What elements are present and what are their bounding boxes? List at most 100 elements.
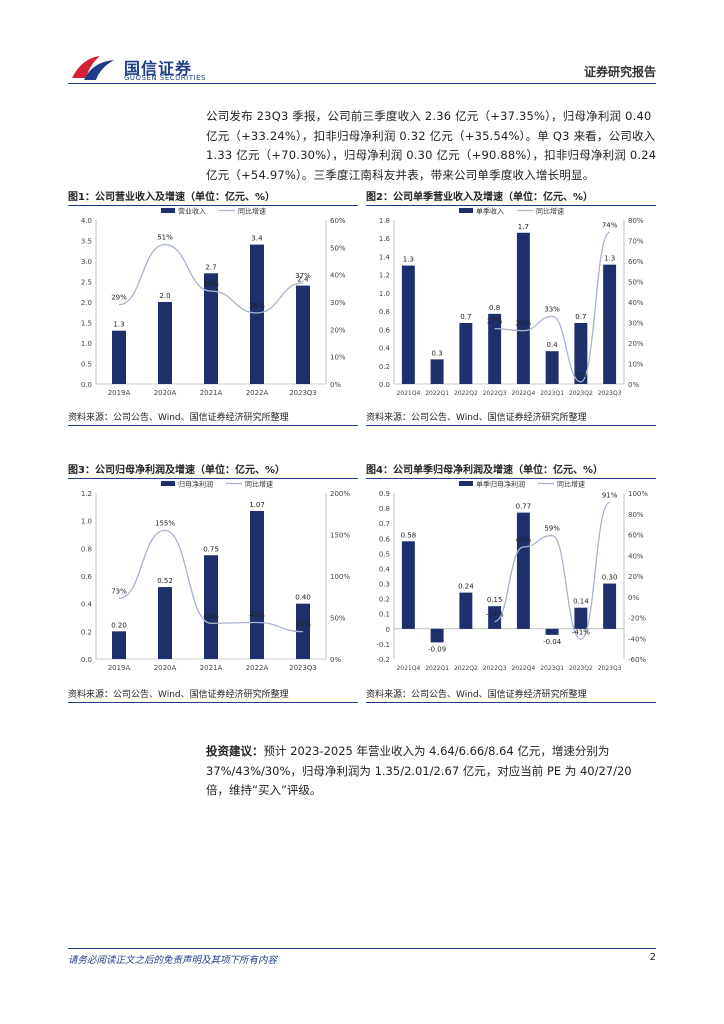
left-tick-label: 1.0 (81, 518, 92, 526)
bar-value-label: 0.58 (401, 531, 417, 539)
growth-value-label: 155% (155, 519, 175, 527)
x-tick-label: 2021Q4 (396, 390, 420, 397)
left-tick-label: 1.2 (379, 272, 390, 280)
bar (574, 607, 588, 629)
bar-value-label: 0.7 (460, 313, 471, 321)
x-tick-label: 2021Q4 (396, 665, 420, 672)
bar-value-label: 1.07 (249, 501, 265, 509)
left-tick-label: 0.4 (379, 345, 391, 353)
right-tick-label: 30% (330, 299, 346, 307)
bar-value-label: 1.3 (403, 256, 414, 264)
legend-bar-label: 单季归母净利润 (476, 480, 525, 489)
bar (574, 322, 588, 384)
figure-3: 图3：公司归母净利润及增速（单位：亿元、%） 0.0 0.2 0.4 0.6 0.8 1.… (68, 461, 358, 705)
right-tick-label: 20% (628, 340, 644, 348)
figure-bottom-divider (68, 702, 358, 703)
company-name-cn: 国信证券 (124, 59, 193, 78)
header-divider (68, 83, 656, 84)
bar-value-label: 2.4 (297, 276, 309, 284)
growth-value-label: 1% (575, 371, 586, 379)
x-tick-label: 2022A (246, 389, 269, 397)
legend-bar-label: 单季收入 (476, 207, 504, 216)
legend-line-label: 同比增速 (536, 207, 564, 216)
left-tick-label: 0.5 (379, 550, 390, 558)
right-tick-label: -40% (628, 635, 646, 643)
bar (603, 583, 617, 629)
bar (459, 322, 473, 384)
left-tick-label: 0.4 (379, 565, 391, 573)
disclaimer-note: 请务必阅读正文之后的免责声明及其项下所有内容 (68, 955, 278, 966)
growth-value-label: 26% (249, 302, 265, 310)
growth-value-label: 29% (111, 294, 127, 302)
x-tick-label: 2023Q1 (540, 390, 564, 397)
bar-value-label: 0.52 (157, 577, 173, 585)
bar-value-label: 2.7 (205, 263, 216, 271)
bar-value-label: 3.4 (251, 235, 263, 243)
bar-value-label: 0.14 (573, 598, 589, 606)
left-tick-label: 0.2 (379, 596, 390, 604)
legend-bar-swatch (459, 481, 473, 486)
bar (459, 592, 473, 629)
bar-value-label: 1.3 (604, 255, 615, 263)
left-tick-label: 0.7 (379, 520, 390, 528)
left-tick-label: 0.6 (379, 535, 391, 543)
bar (516, 512, 530, 629)
bar (603, 264, 617, 384)
bar-value-label: 0.40 (295, 594, 311, 602)
bar (488, 606, 502, 629)
guosen-logo-icon (72, 56, 114, 80)
left-tick-label: 1.6 (379, 235, 391, 243)
left-tick-label: -0.1 (376, 641, 390, 649)
advice-text: 预计 2023-2025 年营业收入为 4.64/6.66/8.64 亿元，增速… (206, 744, 632, 797)
left-tick-label: 0.2 (81, 628, 92, 636)
x-tick-label: 2022Q2 (454, 390, 478, 397)
left-tick-label: 2.5 (81, 279, 92, 287)
legend-line-label: 同比增速 (557, 480, 585, 489)
right-tick-label: 60% (628, 258, 644, 266)
bar (401, 541, 415, 629)
right-tick-label: 150% (330, 532, 350, 540)
left-tick-label: 1.0 (379, 290, 390, 298)
left-tick-label: 0.5 (81, 361, 92, 369)
bar-value-label: 0.7 (575, 313, 586, 321)
right-tick-label: 60% (330, 217, 346, 225)
chart-quarterly-revenue: 0.0 0.2 0.4 0.6 0.8 1.0 1.2 1.4 1.6 1.8 0% 10% 20% 30… (379, 207, 644, 398)
growth-value-label: 33% (295, 621, 311, 629)
x-tick-label: 2023Q3 (598, 665, 622, 672)
right-tick-label: 50% (628, 279, 644, 287)
legend-bar-label: 归母净利润 (178, 480, 213, 489)
bar-value-label: 1.7 (518, 223, 529, 231)
bar (430, 359, 444, 384)
bar (158, 587, 172, 659)
figure-source: 资料来源：公司公告、Wind、国信证券经济研究所整理 (68, 413, 289, 423)
bar (488, 313, 502, 384)
investment-advice: 投资建议：预计 2023-2025 年营业收入为 4.64/6.66/8.64 … (206, 742, 658, 801)
left-tick-label: 0.0 (81, 656, 92, 664)
growth-value-label: 43% (203, 612, 219, 620)
right-tick-label: 80% (628, 511, 644, 519)
left-tick-label: 0.6 (81, 573, 93, 581)
x-tick-label: 2023Q2 (569, 390, 593, 397)
left-tick-label: 1.2 (81, 490, 92, 498)
growth-value-label: 44% (249, 611, 265, 619)
growth-value-label: 91% (602, 491, 618, 499)
x-tick-label: 2022Q1 (425, 665, 449, 672)
bar (112, 631, 126, 659)
bar-value-label: 0.4 (547, 341, 559, 349)
growth-value-label: 37% (295, 272, 311, 280)
bar (204, 273, 218, 384)
bar (296, 285, 310, 384)
bar-value-label: 2.0 (159, 292, 170, 300)
bar (204, 555, 218, 659)
bar-value-label: 0.30 (602, 574, 618, 582)
right-tick-label: 20% (628, 573, 644, 581)
x-tick-label: 2022Q1 (425, 390, 449, 397)
chart-quarterly-net-profit: -0.2 -0.1 0 0.1 0.2 0.3 0.4 0.5 0.6 0.7 0.8 0.9 -60%… (376, 480, 648, 673)
right-tick-label: 60% (628, 532, 644, 540)
left-tick-label: 0.8 (379, 308, 390, 316)
bar (401, 265, 415, 384)
left-tick-label: 2.0 (81, 299, 92, 307)
growth-value-label: 51% (157, 234, 173, 242)
right-tick-label: 40% (628, 552, 644, 560)
right-tick-label: 10% (330, 354, 346, 362)
